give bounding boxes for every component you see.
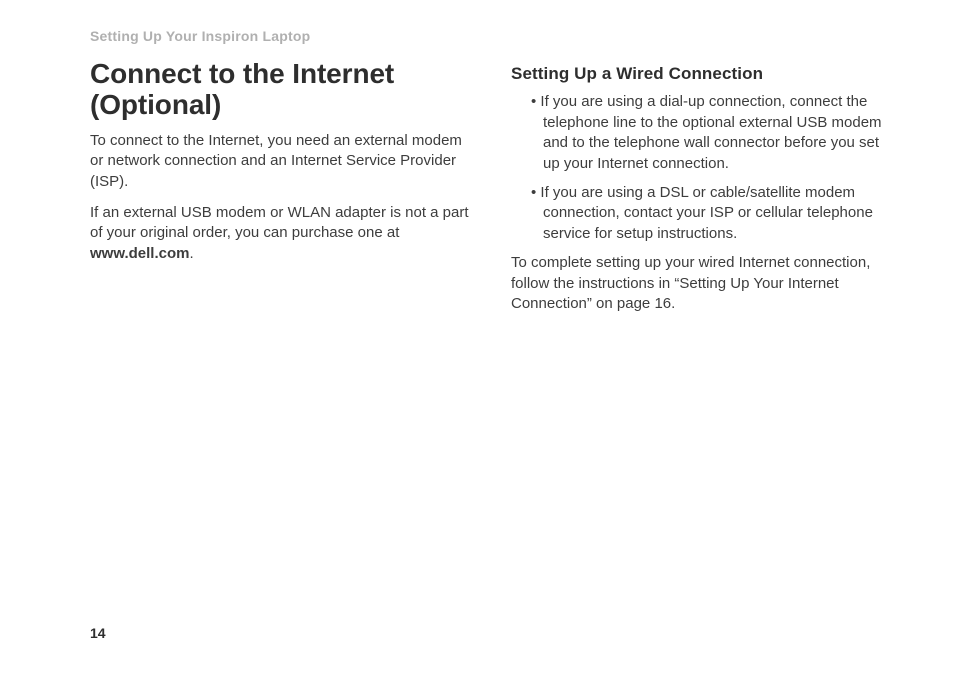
section-title: Connect to the Internet (Optional) bbox=[90, 58, 473, 121]
subsection-title: Setting Up a Wired Connection bbox=[511, 64, 894, 84]
list-item: If you are using a dial-up connection, c… bbox=[511, 92, 894, 175]
running-header: Setting Up Your Inspiron Laptop bbox=[90, 28, 894, 44]
follow-up-paragraph: To complete setting up your wired Intern… bbox=[511, 253, 894, 315]
manual-page: Setting Up Your Inspiron Laptop Connect … bbox=[0, 0, 954, 677]
right-column: Setting Up a Wired Connection If you are… bbox=[511, 58, 894, 325]
intro-paragraph-1: To connect to the Internet, you need an … bbox=[90, 131, 473, 193]
page-number: 14 bbox=[90, 625, 106, 641]
intro-paragraph-2-a: If an external USB modem or WLAN adapter… bbox=[90, 204, 469, 242]
list-item: If you are using a DSL or cable/satellit… bbox=[511, 183, 894, 245]
two-column-layout: Connect to the Internet (Optional) To co… bbox=[90, 58, 894, 325]
intro-paragraph-2: If an external USB modem or WLAN adapter… bbox=[90, 203, 473, 265]
bullet-list: If you are using a dial-up connection, c… bbox=[511, 92, 894, 245]
intro-paragraph-2-b: . bbox=[189, 245, 193, 262]
left-column: Connect to the Internet (Optional) To co… bbox=[90, 58, 473, 325]
dell-url: www.dell.com bbox=[90, 245, 189, 262]
